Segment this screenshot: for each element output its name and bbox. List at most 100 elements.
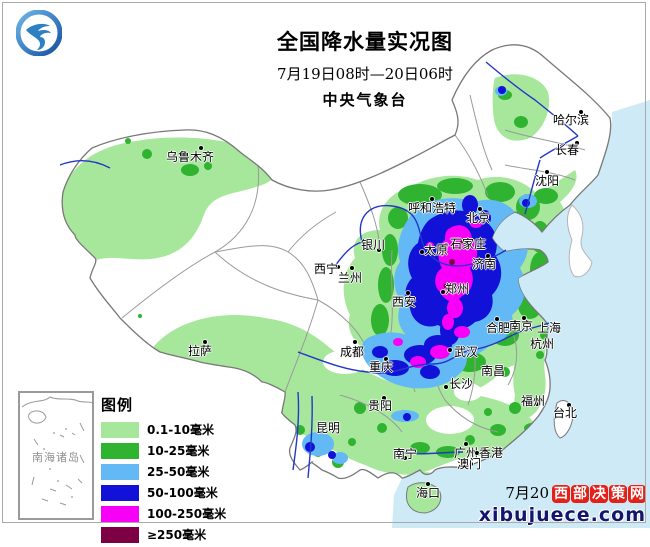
city-label: 台北 (553, 406, 578, 420)
watermark-char: 网 (628, 484, 646, 503)
legend-label: 100-250毫米 (147, 507, 227, 521)
legend-label: 25-50毫米 (147, 465, 210, 479)
city-dot (377, 248, 381, 252)
legend-item: 100-250毫米 (101, 505, 226, 522)
city-label: 拉萨 (188, 344, 213, 358)
city-label: 北京 (466, 211, 491, 225)
city-label: 武汉 (454, 345, 479, 359)
map-header: 全国降水量实况图 7月19日08时—20日06时 中央气象台 (235, 26, 495, 110)
city-label: 上海 (537, 321, 562, 335)
legend-label: 0.1-10毫米 (147, 423, 214, 437)
city-label: 哈尔滨 (553, 113, 590, 127)
legend-item: ≥250毫米 (101, 526, 226, 543)
city-label: 太原 (424, 243, 449, 257)
taiwan-island (553, 400, 574, 439)
rain-gaps (323, 350, 482, 434)
city-label: 海口 (416, 486, 441, 500)
city-dot (444, 243, 448, 247)
city-dot (486, 254, 490, 258)
city-dot (441, 290, 445, 294)
city-label: 沈阳 (535, 174, 560, 188)
watermark-char: 策 (609, 484, 627, 503)
footer: 7月20 西部决策网 xibujuece.com (479, 482, 646, 526)
city-dot (420, 250, 424, 254)
watermark-name: 西部决策网 (551, 483, 646, 503)
city-label: 杭州 (530, 337, 555, 351)
legend: 图例 0.1-10毫米 10-25毫米 25-50毫米 50-100毫米 100-250… (101, 394, 226, 547)
city-label: 南宁 (393, 447, 418, 461)
inset-islands (21, 396, 93, 506)
city-label: 合肥 (486, 321, 511, 335)
city-dot (448, 348, 452, 352)
city-dot (469, 462, 473, 466)
legend-swatch (101, 505, 139, 522)
city-label: 澳门 (457, 457, 482, 471)
city-label: 石家庄 (450, 237, 487, 251)
city-label: 南京 (509, 319, 534, 333)
rivers (59, 61, 579, 479)
city-dot (403, 456, 407, 460)
city-label: 香港 (479, 446, 504, 460)
legend-swatch (101, 463, 139, 480)
legend-swatch (101, 526, 139, 543)
watermark-site: xibujuece.com (478, 504, 646, 526)
city-dot (522, 316, 526, 320)
city-label: 长春 (555, 143, 580, 157)
city-label: 济南 (472, 257, 497, 271)
city-dot (535, 402, 539, 406)
city-dot (382, 396, 386, 400)
city-dot (495, 317, 499, 321)
city-dot (497, 370, 501, 374)
city-dot (336, 265, 340, 269)
city-label: 呼和浩特 (408, 201, 457, 215)
watermark-char: 决 (590, 484, 608, 503)
city-label: 广州 (454, 446, 479, 460)
page-title: 全国降水量实况图 (277, 30, 453, 54)
legend-label: 50-100毫米 (147, 486, 218, 500)
legend-item: 0.1-10毫米 (101, 421, 226, 438)
city-label: 长沙 (449, 377, 474, 391)
city-label: 重庆 (369, 360, 394, 374)
city-dot (350, 266, 354, 270)
china-precipitation-map (59, 44, 650, 528)
city-dot (554, 322, 558, 326)
city-label: 西宁 (314, 262, 339, 276)
inset-label: 南海诸岛 (32, 451, 80, 464)
city-label: 成都 (340, 345, 365, 359)
legend-title: 图例 (101, 396, 134, 414)
rain-maroon-layer (442, 240, 464, 289)
city-label: 贵阳 (368, 399, 393, 413)
city-dot (545, 170, 549, 174)
legend-swatch (101, 484, 139, 501)
city-label: 郑州 (445, 282, 470, 296)
korea-outline (567, 204, 593, 278)
city-dot (203, 340, 207, 344)
city-dot (353, 340, 357, 344)
agency-name: 中央气象台 (322, 91, 408, 109)
city-label: 银川 (361, 238, 386, 252)
legend-swatch (101, 421, 139, 438)
legend-item: 25-50毫米 (101, 463, 226, 480)
city-dot (199, 146, 203, 150)
south-china-sea-inset: 南海诸岛 (18, 391, 94, 520)
legend-item: 50-100毫米 (101, 484, 226, 501)
watermark-char: 部 (571, 484, 589, 503)
city-dot (430, 197, 434, 201)
publish-date: 7月20 (505, 484, 549, 502)
watermark-char: 西 (552, 484, 570, 503)
hainan-island (406, 482, 442, 514)
city-label: 福州 (521, 394, 546, 408)
city-label: 西安 (392, 295, 417, 309)
date-range: 7月19日08时—20日06时 (277, 65, 453, 83)
city-label: 昆明 (316, 421, 341, 435)
legend-swatch (101, 442, 139, 459)
city-dot (444, 385, 448, 389)
city-dot (579, 110, 583, 114)
city-dot (546, 344, 550, 348)
cma-logo (16, 10, 62, 56)
city-dot (406, 291, 410, 295)
city-dot (331, 427, 335, 431)
sea-area (392, 100, 650, 528)
china-border-line (61, 44, 612, 480)
city-dot (464, 442, 468, 446)
